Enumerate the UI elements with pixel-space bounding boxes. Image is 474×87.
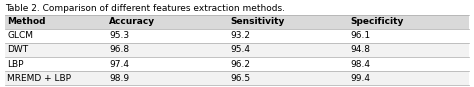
Text: 97.4: 97.4 [109, 60, 129, 69]
Text: Accuracy: Accuracy [109, 17, 155, 26]
Bar [5, 29, 469, 43]
Text: 95.3: 95.3 [109, 31, 129, 40]
Text: LBP: LBP [7, 60, 24, 69]
Text: Method: Method [7, 17, 46, 26]
Text: DWT: DWT [7, 45, 28, 54]
Text: 93.2: 93.2 [230, 31, 250, 40]
Text: MREMD + LBP: MREMD + LBP [7, 74, 71, 83]
Text: 96.1: 96.1 [351, 31, 371, 40]
Text: Sensitivity: Sensitivity [230, 17, 284, 26]
Text: 95.4: 95.4 [230, 45, 250, 54]
Bar [5, 43, 469, 57]
Text: 96.2: 96.2 [230, 60, 250, 69]
Text: 98.9: 98.9 [109, 74, 129, 83]
Text: 96.5: 96.5 [230, 74, 250, 83]
Text: Specificity: Specificity [351, 17, 404, 26]
Text: GLCM: GLCM [7, 31, 33, 40]
Text: 96.8: 96.8 [109, 45, 129, 54]
Bar [5, 57, 469, 71]
Text: 94.8: 94.8 [351, 45, 371, 54]
Text: 98.4: 98.4 [351, 60, 371, 69]
Text: Table 2. Comparison of different features extraction methods.: Table 2. Comparison of different feature… [5, 4, 285, 13]
Bar [5, 15, 469, 29]
Text: 99.4: 99.4 [351, 74, 371, 83]
Bar [5, 71, 469, 85]
